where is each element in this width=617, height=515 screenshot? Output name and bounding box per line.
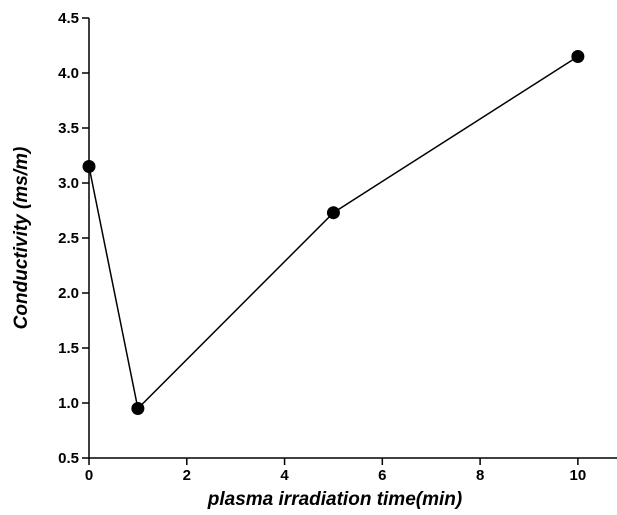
y-tick-label: 2.5 xyxy=(58,230,79,247)
y-axis-title: Conductivity (ms/m) xyxy=(11,147,32,330)
y-tick-label: 3.5 xyxy=(58,120,79,137)
y-tick-label: 4.5 xyxy=(58,10,79,27)
x-axis-title: plasma irradiation time(min) xyxy=(207,489,462,510)
x-tick-label: 4 xyxy=(280,467,289,484)
y-ticks: 0.5 1.0 1.5 2.0 2.5 3.0 3.5 4.0 4.5 xyxy=(58,10,89,467)
x-tick-label: 0 xyxy=(85,467,93,484)
x-ticks: 0 2 4 6 8 10 xyxy=(85,458,586,484)
x-tick-label: 8 xyxy=(476,467,484,484)
y-tick-label: 0.5 xyxy=(58,450,79,467)
data-point xyxy=(326,206,340,220)
data-point xyxy=(571,50,585,63)
plot-area: 0.5 1.0 1.5 2.0 2.5 3.0 3.5 4.0 4.5 0 2 4 6 8 10 xyxy=(58,10,617,484)
data-point xyxy=(82,160,96,173)
x-tick-label: 6 xyxy=(378,467,386,484)
y-tick-label: 3.0 xyxy=(58,175,79,192)
y-tick-label: 4.0 xyxy=(58,65,79,82)
x-tick-label: 2 xyxy=(183,467,191,484)
data-point xyxy=(131,402,145,415)
series-line xyxy=(88,55,579,411)
y-tick-label: 1.5 xyxy=(58,340,79,357)
x-tick-label: 10 xyxy=(570,467,587,484)
y-tick-label: 1.0 xyxy=(58,395,79,412)
y-tick-label: 2.0 xyxy=(58,285,79,302)
series-layer xyxy=(82,50,585,415)
